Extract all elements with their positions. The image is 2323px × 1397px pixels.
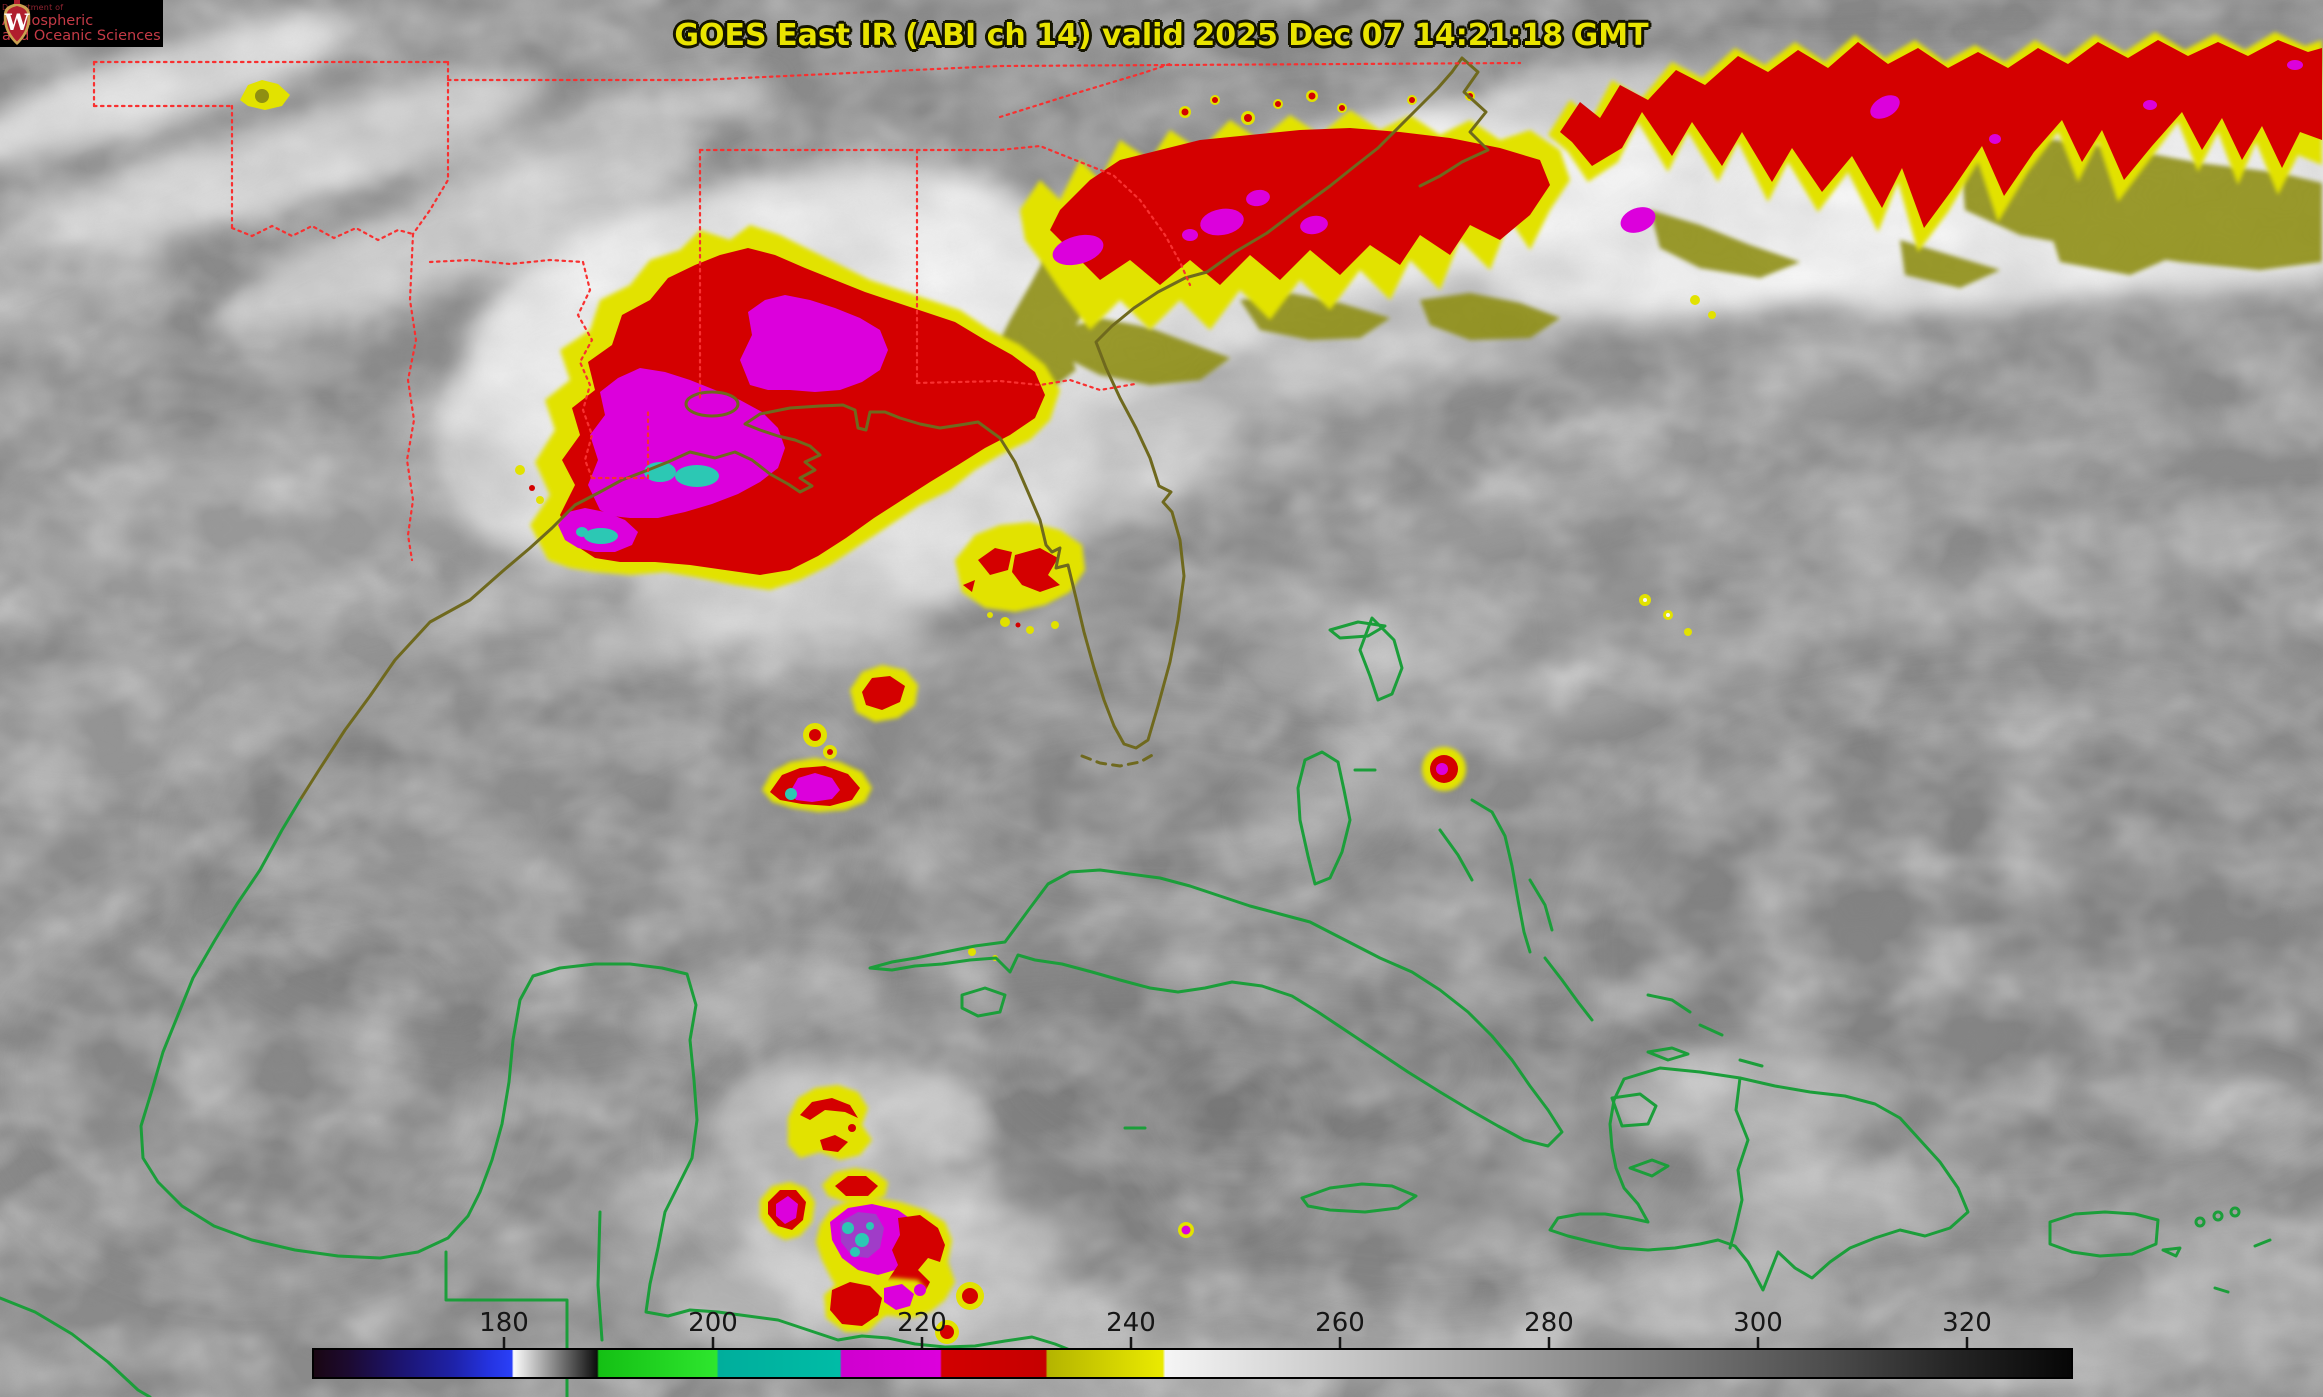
colorbar-ticks (502, 1337, 1969, 1349)
colorbar-tick-label: 220 (897, 1308, 947, 1338)
logo-line2: and Oceanic Sciences (2, 28, 161, 44)
storm-small-cells (240, 80, 998, 961)
ir-enhancement-layer (240, 32, 2322, 1344)
pre-frontal-cells (1179, 90, 1475, 125)
colorbar-tick-label: 240 (1106, 1308, 1156, 1338)
colorbar: 180 200 220 240 260 280 300 320 (312, 1308, 2073, 1379)
storm-tampa-cluster (955, 522, 1085, 634)
logo-dept-prefix: Department of (2, 2, 64, 12)
storm-atlantic-squall-band (1548, 32, 2322, 319)
coastline-us (298, 56, 1490, 802)
storm-gulf-clusters (762, 665, 918, 812)
colorbar-tick-label: 320 (1942, 1308, 1992, 1338)
colorbar-gradient (312, 1348, 2073, 1379)
colorbar-tick-label: 180 (479, 1308, 529, 1338)
coastline-caribbean (0, 616, 2272, 1397)
colorbar-tick-label: 200 (688, 1308, 738, 1338)
uw-crest-icon: W (4, 0, 31, 45)
dark-yellow-cloud-patches (990, 138, 2322, 390)
image-title: GOES East IR (ABI ch 14) valid 2025 Dec … (674, 18, 1649, 53)
colorbar-tick-label: 260 (1315, 1308, 1365, 1338)
uw-aos-logo: W Department of Atmospheric and Oceanic … (0, 0, 163, 47)
state-borders (92, 60, 1522, 562)
colorbar-tick-label: 300 (1733, 1308, 1783, 1338)
crest-letter: W (4, 10, 30, 36)
storm-bahamas-cell (1422, 594, 1692, 791)
storm-honduras-convection (760, 1085, 1194, 1344)
colorbar-tick-labels: 180 200 220 240 260 280 300 320 (479, 1308, 1992, 1338)
colorbar-tick-label: 280 (1524, 1308, 1574, 1338)
